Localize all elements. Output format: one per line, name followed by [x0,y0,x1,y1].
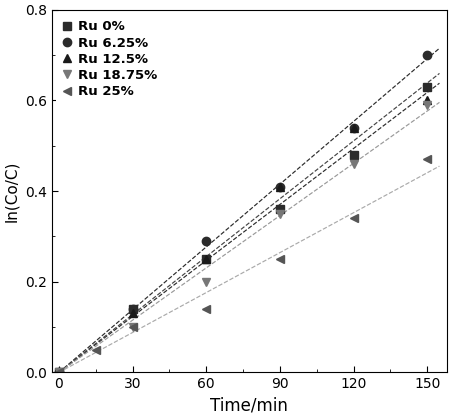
Ru 0% [56,370,62,375]
Ru 6.25% [424,52,430,57]
Legend: Ru 0%, Ru 6.25%, Ru 12.5%, Ru 18.75%, Ru 25%: Ru 0%, Ru 6.25%, Ru 12.5%, Ru 18.75%, Ru… [55,14,164,105]
Ru 18.75% [424,102,430,107]
Ru 25% [424,157,430,162]
Ru 6.25% [130,306,135,311]
Line: Ru 25%: Ru 25% [55,155,431,377]
Ru 0% [277,207,283,212]
Ru 18.75% [351,161,356,166]
Ru 18.75% [203,279,209,284]
Line: Ru 12.5%: Ru 12.5% [55,96,431,377]
Ru 6.25% [203,238,209,243]
Ru 12.5% [351,125,356,130]
Ru 6.25% [351,125,356,130]
Ru 25% [56,370,62,375]
Ru 12.5% [56,370,62,375]
Ru 18.75% [56,370,62,375]
Ru 25% [351,216,356,221]
Ru 12.5% [130,311,135,316]
Ru 12.5% [424,98,430,103]
Ru 25% [130,325,135,330]
Ru 18.75% [130,325,135,330]
Ru 6.25% [56,370,62,375]
Line: Ru 0%: Ru 0% [55,83,431,377]
Ru 0% [424,84,430,89]
Ru 0% [203,256,209,261]
X-axis label: Time/min: Time/min [210,397,288,415]
Ru 0% [351,152,356,157]
Ru 25% [277,256,283,261]
Y-axis label: ln(Co/C): ln(Co/C) [4,160,19,222]
Ru 12.5% [203,256,209,261]
Ru 25% [93,347,98,352]
Ru 12.5% [277,184,283,189]
Ru 18.75% [277,211,283,216]
Ru 0% [130,306,135,311]
Ru 25% [203,306,209,311]
Line: Ru 6.25%: Ru 6.25% [55,51,431,377]
Ru 6.25% [277,184,283,189]
Line: Ru 18.75%: Ru 18.75% [55,101,431,377]
